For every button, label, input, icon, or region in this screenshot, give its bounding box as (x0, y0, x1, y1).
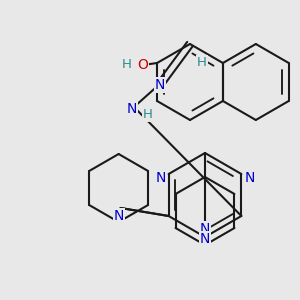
Text: H: H (197, 56, 207, 68)
Text: N: N (113, 209, 124, 223)
Text: N: N (127, 102, 137, 116)
Text: N: N (155, 78, 165, 92)
Text: O: O (137, 58, 148, 72)
Text: N: N (200, 222, 210, 236)
Text: N: N (200, 232, 210, 246)
Text: N: N (155, 171, 166, 185)
Text: N: N (244, 171, 255, 185)
Text: H: H (143, 109, 153, 122)
Text: H: H (122, 58, 132, 71)
